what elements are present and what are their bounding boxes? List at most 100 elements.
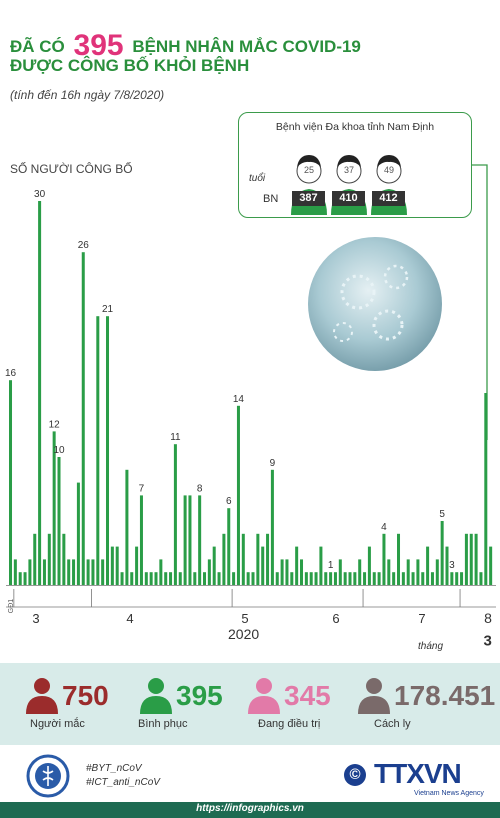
stat-infected-label: Người mắc bbox=[30, 718, 85, 730]
bar bbox=[270, 469, 274, 585]
website-link[interactable]: https://infographics.vn bbox=[196, 803, 304, 814]
patient-1-bn: 387 bbox=[292, 191, 325, 206]
bar bbox=[120, 572, 124, 585]
bar bbox=[367, 546, 371, 585]
bar bbox=[62, 533, 66, 585]
bar bbox=[67, 559, 71, 585]
age-label: tuổi bbox=[249, 173, 266, 184]
bar bbox=[377, 572, 381, 585]
bar bbox=[261, 546, 265, 585]
person-icon bbox=[140, 678, 172, 714]
bar bbox=[125, 469, 129, 585]
bar-value-label: 3 bbox=[483, 633, 491, 650]
bar-value-label: 11 bbox=[170, 432, 181, 443]
bar bbox=[135, 546, 139, 585]
bar bbox=[130, 572, 134, 585]
patient-2-age: 37 bbox=[343, 165, 354, 175]
bar bbox=[9, 380, 13, 585]
patient-2-bn: 410 bbox=[332, 191, 365, 206]
bar bbox=[324, 572, 328, 585]
bar bbox=[188, 495, 192, 585]
bar bbox=[353, 572, 357, 585]
bar bbox=[193, 572, 197, 585]
bar bbox=[440, 521, 444, 585]
bar-value-label: 21 bbox=[102, 304, 114, 315]
bar-value-label: 16 bbox=[5, 368, 17, 379]
bar bbox=[464, 533, 468, 585]
hashtag-byt: #BYT_nCoV bbox=[86, 763, 142, 774]
bar bbox=[227, 508, 231, 585]
brand-subtitle: Vietnam News Agency bbox=[414, 790, 484, 797]
patient-3-age: 49 bbox=[383, 165, 394, 175]
bar bbox=[469, 533, 473, 585]
month-label: 4 bbox=[126, 611, 133, 626]
coronavirus-image bbox=[308, 237, 442, 371]
bar bbox=[169, 572, 173, 585]
patient-1-age: 25 bbox=[303, 165, 314, 175]
bar bbox=[178, 572, 182, 585]
headline-number: 395 bbox=[73, 29, 124, 62]
bar bbox=[183, 495, 187, 585]
bar bbox=[343, 572, 347, 585]
bar bbox=[411, 572, 415, 585]
bar bbox=[149, 572, 153, 585]
bar bbox=[295, 546, 299, 585]
bar bbox=[430, 572, 434, 585]
bar bbox=[86, 559, 90, 585]
stat-quarantine-label: Cách ly bbox=[374, 718, 411, 730]
bar bbox=[372, 572, 376, 585]
copyright-icon: © bbox=[344, 764, 366, 786]
bar bbox=[275, 572, 279, 585]
month-label: 7 bbox=[418, 611, 425, 626]
bar bbox=[338, 559, 342, 585]
bar bbox=[392, 572, 396, 585]
bar bbox=[42, 559, 46, 585]
bar bbox=[110, 546, 114, 585]
bar bbox=[241, 533, 245, 585]
stat-treating-label: Đang điều trị bbox=[258, 718, 321, 730]
stat-treating-value: 345 bbox=[284, 680, 331, 711]
bar bbox=[13, 559, 17, 585]
bar bbox=[246, 572, 250, 585]
bar bbox=[144, 572, 148, 585]
bar bbox=[256, 533, 260, 585]
headline-prefix: ĐÃ CÓ bbox=[10, 37, 65, 56]
bar bbox=[387, 559, 391, 585]
footer-bar bbox=[0, 802, 500, 818]
bar bbox=[33, 533, 37, 585]
person-icon bbox=[358, 678, 390, 714]
bar bbox=[421, 572, 425, 585]
bar bbox=[445, 546, 449, 585]
bar bbox=[426, 546, 430, 585]
bar bbox=[76, 482, 80, 585]
bar bbox=[159, 559, 163, 585]
bar bbox=[455, 572, 459, 585]
bar bbox=[115, 546, 119, 585]
bar bbox=[91, 559, 95, 585]
bar bbox=[173, 444, 177, 585]
bar-value-label: 7 bbox=[139, 483, 145, 494]
headline-line2: ĐƯỢC CÔNG BỐ KHỎI BỆNH bbox=[10, 56, 250, 75]
bar bbox=[329, 572, 333, 585]
first-tick-label: GĐ1 bbox=[8, 599, 15, 614]
x-axis-year: 2020 bbox=[228, 626, 260, 642]
bar bbox=[212, 546, 216, 585]
bar bbox=[236, 405, 240, 585]
bar bbox=[28, 559, 32, 585]
bar bbox=[397, 533, 401, 585]
bar bbox=[319, 546, 323, 585]
bar bbox=[358, 559, 362, 585]
bar-value-label: 8 bbox=[197, 483, 203, 494]
bar bbox=[52, 431, 56, 585]
bar bbox=[333, 572, 337, 585]
bar-value-label: 30 bbox=[34, 189, 46, 200]
bar bbox=[450, 572, 454, 585]
person-icon bbox=[248, 678, 280, 714]
bar bbox=[232, 572, 236, 585]
bar bbox=[198, 495, 202, 585]
bar bbox=[81, 252, 85, 585]
bar bbox=[101, 559, 105, 585]
bar bbox=[23, 572, 27, 585]
